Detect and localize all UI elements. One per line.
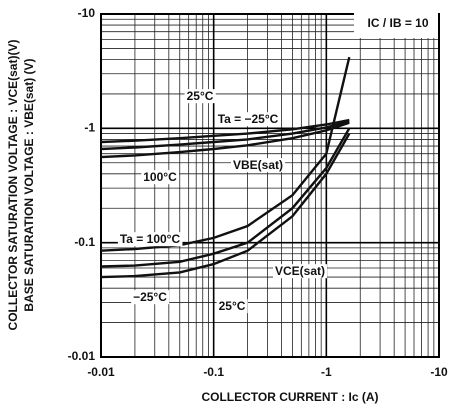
annotation-bg	[272, 264, 328, 279]
annotation-bg	[117, 232, 183, 247]
annotation: 25°C	[187, 89, 214, 103]
annotation: 100°C	[143, 170, 177, 184]
series-line	[100, 118, 350, 144]
annotation-bg	[216, 299, 248, 314]
annotation: Ta = −25°C	[218, 112, 279, 126]
annotation-bg	[365, 16, 431, 31]
annotation: VBE(sat)	[233, 158, 283, 172]
y-tick-label: -10	[78, 6, 96, 20]
annotation-bg	[215, 112, 281, 127]
annotation: 25°C	[219, 299, 246, 313]
x-tick-label: -0.01	[87, 365, 115, 379]
y-tick-label: -1	[84, 121, 95, 135]
y-axis-label: BASE SATURATION VOLTAGE : VBE(sat) (V)	[22, 58, 36, 311]
series-line	[100, 133, 351, 279]
annotation-bg	[184, 89, 216, 104]
y-tick-label: -0.1	[74, 235, 95, 249]
annotation-bg	[141, 170, 180, 185]
y-axis-label: COLLECTOR SATURATION VOLTAGE : VCE(sat)(…	[6, 40, 20, 331]
series-line	[100, 120, 350, 151]
series-line	[100, 121, 350, 159]
x-tick-label: -0.1	[203, 365, 224, 379]
series-line	[100, 127, 351, 268]
y-tick-label: -0.01	[68, 349, 96, 363]
annotation-bg	[230, 158, 286, 173]
plot-frame	[100, 13, 440, 358]
annotation: IC / IB = 10	[367, 16, 428, 30]
x-tick-label: -1	[321, 365, 332, 379]
annotation: Ta = 100°C	[120, 232, 181, 246]
annotation: VCE(sat)	[275, 264, 325, 278]
x-tick-label: -10	[430, 365, 448, 379]
series-line	[100, 56, 351, 252]
x-axis-label: COLLECTOR CURRENT : Ic (A)	[201, 390, 378, 404]
annotation-bg	[131, 290, 170, 305]
annotation: −25°C	[133, 290, 167, 304]
